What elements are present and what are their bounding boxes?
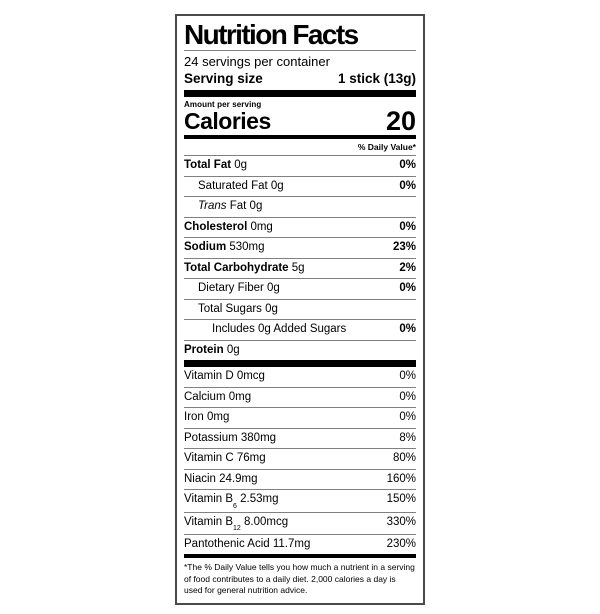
nutrient-name: Total Carbohydrate 5g: [184, 261, 305, 274]
nutrient-amount: 530mg: [226, 241, 265, 254]
nutrient-amount: 0g: [246, 200, 263, 213]
calories-value: 20: [385, 105, 416, 136]
nutrient-name: Calcium 0mg: [184, 390, 252, 403]
nutrient-name: Potassium 380mg: [184, 431, 277, 444]
nutrient-amount: 0g: [231, 159, 248, 172]
nutrient-name: Total Sugars 0g: [198, 302, 278, 315]
nutrient-name: Includes 0g Added Sugars: [212, 323, 347, 336]
nutrient-row: Vitamin C 76mg 80%: [184, 448, 416, 469]
daily-value: 0%: [399, 220, 416, 233]
footnote: *The % Daily Value tells you how much a …: [184, 562, 415, 595]
nutrient-row: Dietary Fiber 0g 0%: [184, 278, 416, 299]
nutrient-row: Includes 0g Added Sugars 0%: [184, 319, 416, 340]
nutrient-row: Niacin 24.9mg 160%: [184, 468, 416, 490]
nutrient-row: Iron 0mg 0%: [184, 407, 416, 428]
nutrient-amount: 11.7mg: [269, 537, 311, 550]
nutrient-amount: 0g: [223, 343, 240, 356]
daily-value: 0%: [399, 411, 416, 424]
daily-value: 230%: [386, 537, 416, 550]
nutrient-row: Protein 0g: [184, 339, 416, 361]
nutrient-row: Sodium 530mg 23%: [184, 237, 416, 258]
nutrient-amount: 0mg: [203, 411, 230, 424]
nutrient-name: Vitamin C 76mg: [184, 452, 266, 465]
nutrient-row: Saturated Fat 0g 0%: [184, 175, 416, 197]
nutrient-amount: 0mcg: [233, 370, 265, 383]
nutrient-row: Total Fat 0g 0%: [184, 155, 416, 176]
nutrient-name: Sodium 530mg: [184, 241, 265, 254]
nutrient-amount: 24.9mg: [215, 472, 258, 485]
nutrient-name: Pantothenic Acid 11.7mg: [184, 537, 311, 550]
serving-size-label: Serving size: [184, 70, 263, 86]
subscript: 6: [233, 502, 237, 510]
daily-value: 150%: [386, 493, 416, 506]
daily-value: 0%: [399, 282, 416, 295]
nutrient-row: Total Carbohydrate 5g 2%: [184, 257, 416, 279]
calories-row: Calories 20: [184, 105, 416, 136]
nutrient-row: Total Sugars 0g: [184, 298, 416, 320]
daily-value: 0%: [399, 370, 416, 383]
nutrition-facts-label: Nutrition Facts 24 servings per containe…: [175, 14, 425, 606]
section-bar-thick: [184, 360, 416, 368]
nutrient-row: Trans Fat 0g: [184, 196, 416, 217]
nutrient-row: Vitamin B6 2.53mg 150%: [184, 489, 416, 511]
subscript: 12: [233, 524, 241, 532]
nutrient-amount: 5g: [288, 261, 305, 274]
page: { "label": { "title": "Nutrition Facts",…: [0, 14, 600, 614]
nutrient-name: Dietary Fiber 0g: [198, 282, 280, 295]
section-bar-thick: [184, 89, 416, 97]
nutrient-row: Pantothenic Acid 11.7mg 230%: [184, 533, 416, 555]
section-bar-medium: [184, 554, 416, 559]
nutrient-row: Vitamin B12 8.00mcg 330%: [184, 511, 416, 534]
nutrient-name: Niacin 24.9mg: [184, 472, 258, 485]
section-bar-medium: [184, 135, 416, 140]
serving-size-value: 1 stick (13g): [337, 70, 416, 86]
nutrient-amount: 380mg: [237, 431, 277, 444]
label-title: Nutrition Facts: [184, 19, 359, 50]
daily-value: 2%: [399, 261, 416, 274]
daily-value: 0%: [399, 159, 416, 172]
nutrient-row: Cholesterol 0mg 0%: [184, 216, 416, 238]
calories-label: Calories: [184, 108, 271, 135]
nutrient-name: Iron 0mg: [184, 411, 230, 424]
vitamin-rows: Vitamin D 0mcg 0% Calcium 0mg 0% Iron 0mg 0% P…: [184, 367, 416, 554]
nutrient-amount: 76mg: [233, 452, 266, 465]
nutrient-amount: 0g: [267, 179, 284, 192]
nutrient-amount: 0mg: [225, 390, 252, 403]
daily-value: 330%: [386, 515, 416, 528]
nutrient-name: Cholesterol 0mg: [184, 220, 273, 233]
daily-value: 80%: [392, 452, 416, 465]
nutrient-amount: 8.00mcg: [240, 515, 289, 528]
nutrient-row: Vitamin D 0mcg 0%: [184, 367, 416, 387]
nutrient-row: Calcium 0mg 0%: [184, 386, 416, 408]
screenshot-canvas: Nutrition Facts 24 servings per containe…: [0, 14, 600, 614]
nutrient-name: Total Fat 0g: [184, 159, 248, 172]
nutrient-amount: 0mg: [247, 220, 273, 233]
nutrient-row: Potassium 380mg 8%: [184, 427, 416, 449]
daily-value: 8%: [399, 431, 416, 444]
nutrient-rows: Total Fat 0g 0% Saturated Fat 0g 0% Trans Fa…: [184, 155, 416, 360]
nutrient-name: Vitamin B6 2.53mg: [184, 493, 279, 510]
daily-value: 160%: [386, 472, 416, 485]
daily-value: 23%: [392, 241, 416, 254]
nutrient-amount: 0g: [261, 302, 278, 315]
daily-value-header: % Daily Value*: [357, 142, 416, 153]
nutrient-name: Vitamin D 0mcg: [184, 370, 265, 383]
nutrient-amount: 2.53mg: [236, 493, 279, 506]
nutrient-name: Saturated Fat 0g: [198, 179, 284, 192]
nutrient-name: Vitamin B12 8.00mcg: [184, 515, 289, 532]
nutrient-amount: 0g: [263, 282, 280, 295]
nutrient-name: Protein 0g: [184, 343, 240, 356]
daily-value: 0%: [399, 179, 416, 192]
nutrient-name: Trans Fat 0g: [198, 200, 263, 213]
amount-per-serving-label: Amount per serving: [184, 99, 262, 109]
servings-per-container: 24 servings per container: [184, 54, 330, 70]
daily-value: 0%: [399, 390, 416, 403]
title-divider: [184, 50, 416, 52]
serving-size-row: Serving size 1 stick (13g): [184, 70, 416, 90]
daily-value: 0%: [399, 323, 416, 336]
